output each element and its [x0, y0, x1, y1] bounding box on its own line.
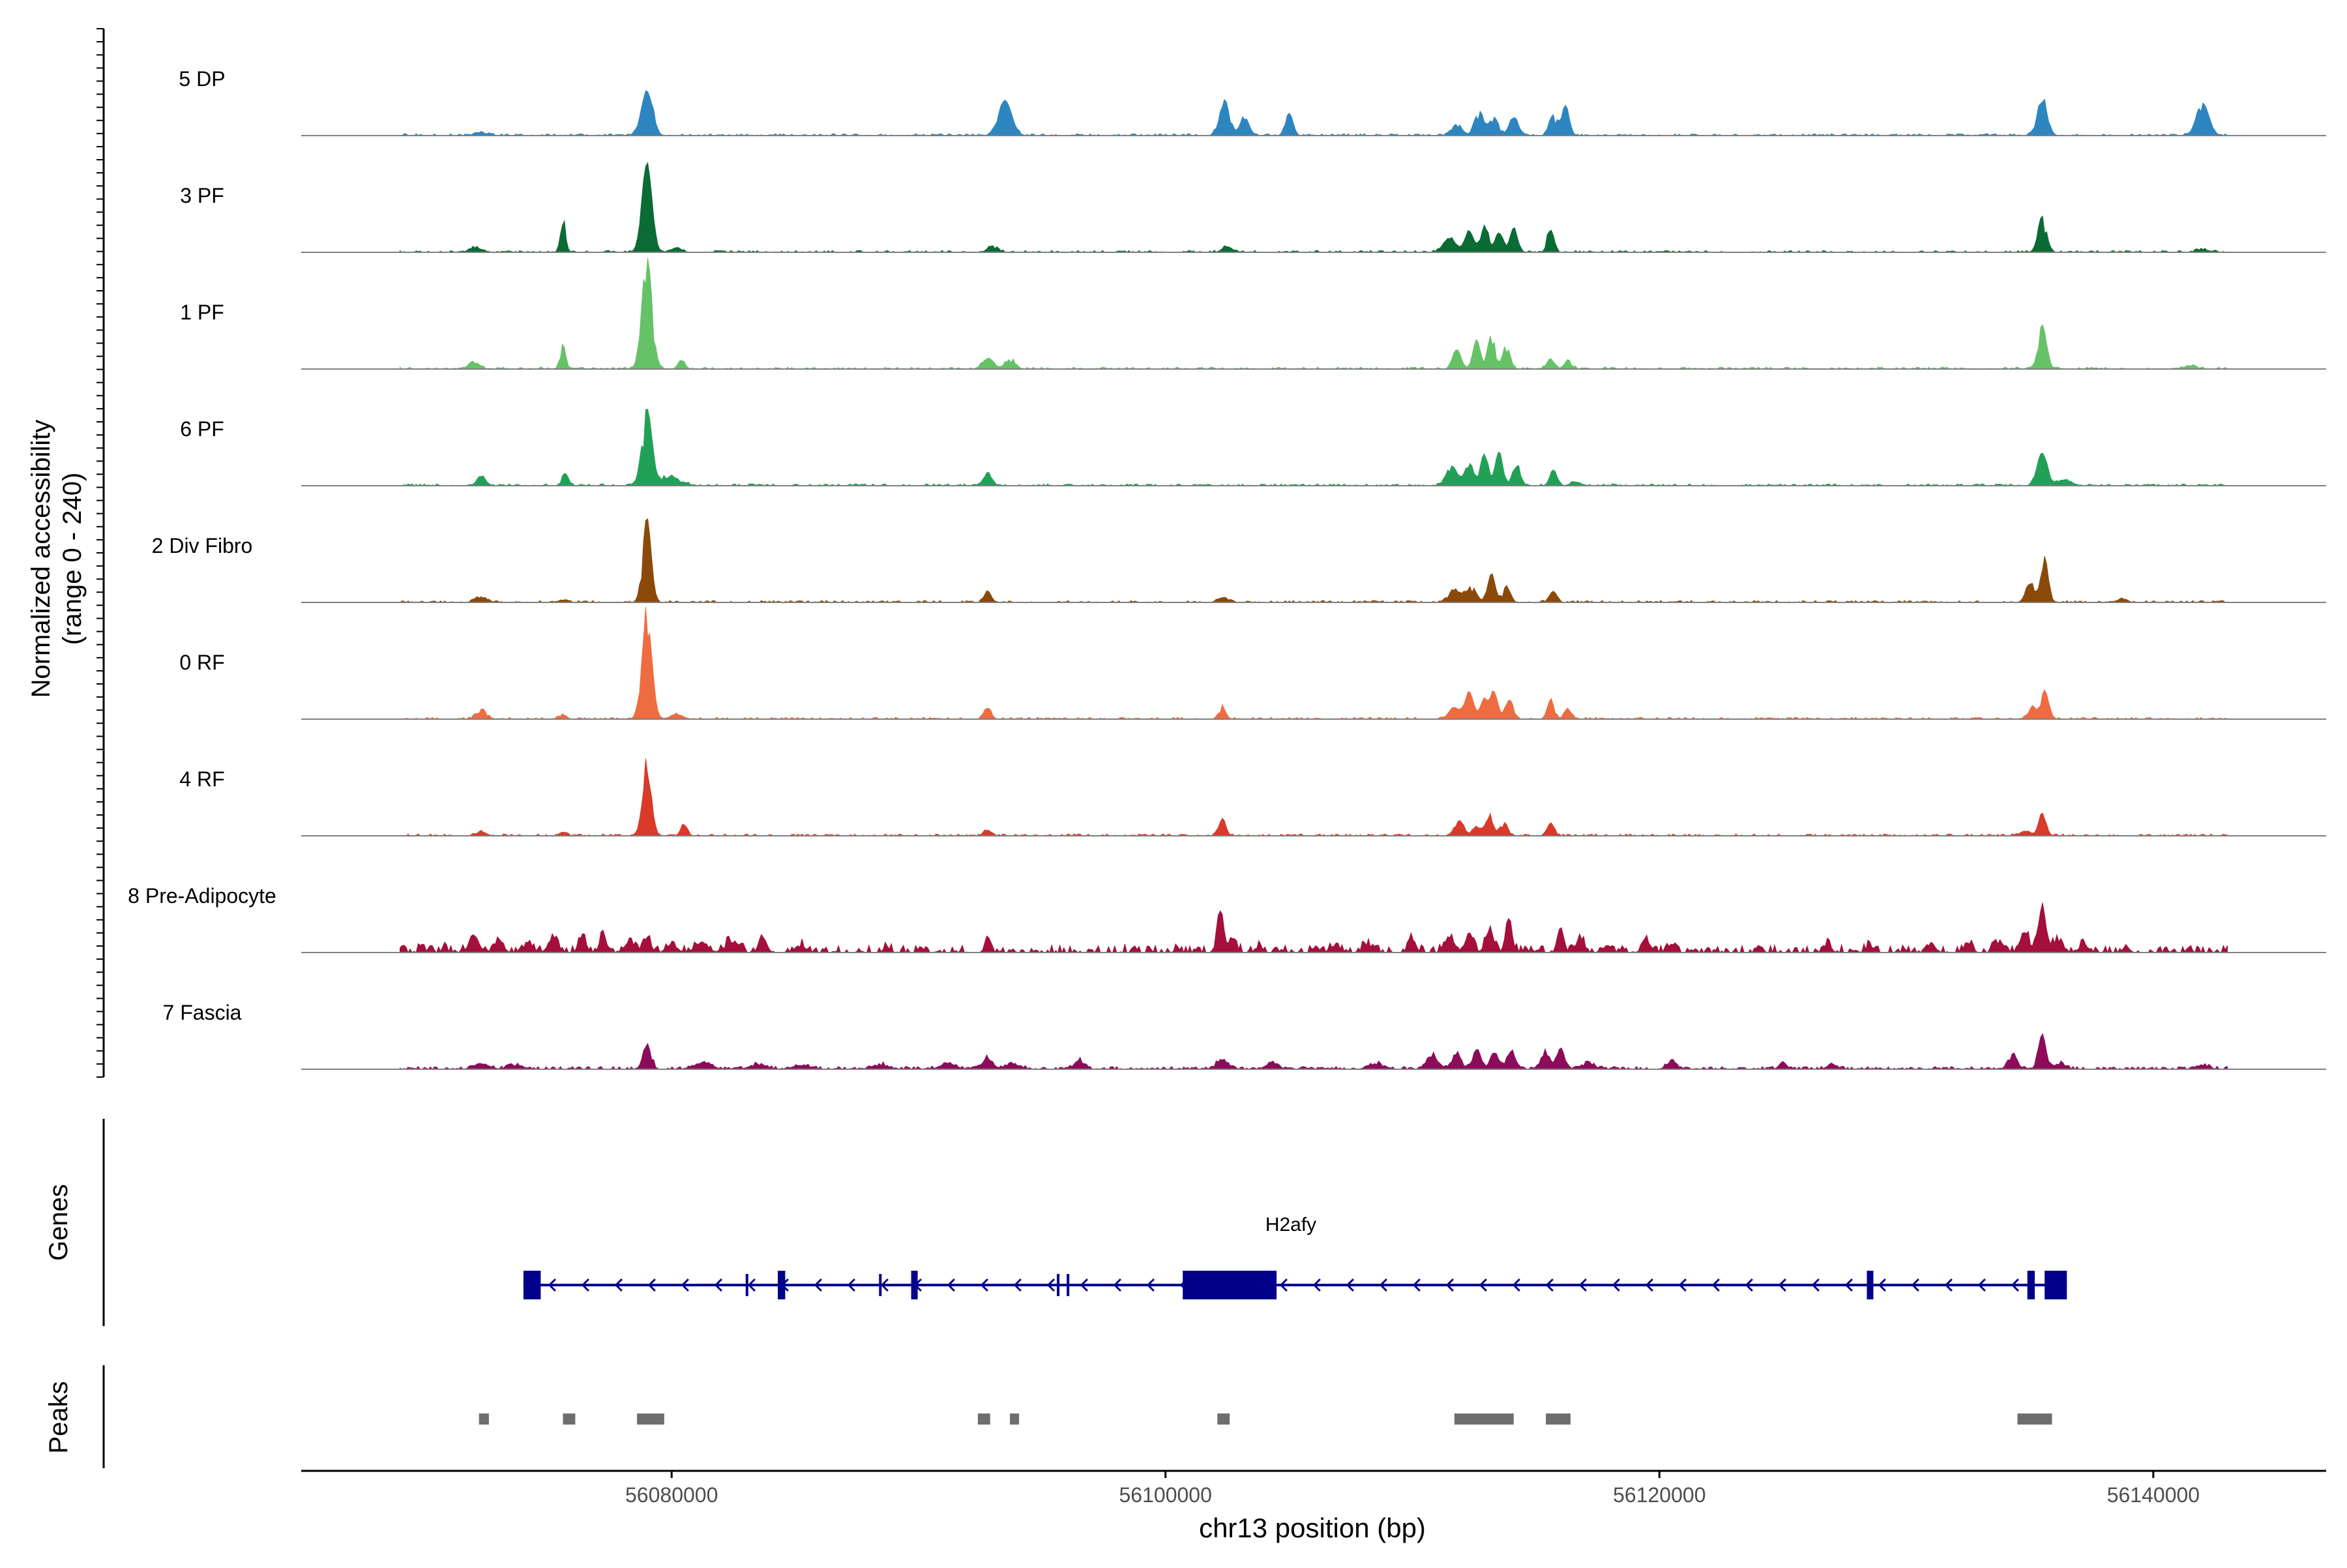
strand-chevron-icon — [1944, 1278, 1953, 1292]
strand-chevron-icon — [1578, 1278, 1587, 1292]
strand-chevron-icon — [1279, 1278, 1288, 1292]
strand-chevron-icon — [880, 1278, 889, 1292]
peak-regions — [479, 1413, 2052, 1425]
x-axis-label: chr13 position (bp) — [1199, 1513, 1426, 1543]
track-label-8-pre-adipocyte: 8 Pre-Adipocyte — [128, 884, 276, 908]
peak-region — [1454, 1413, 1514, 1425]
strand-chevron-icon — [1445, 1278, 1454, 1292]
gene-exon — [778, 1271, 786, 1299]
gene-exon — [2027, 1271, 2035, 1299]
strand-chevron-icon — [548, 1278, 556, 1292]
strand-chevron-icon — [1977, 1278, 1986, 1292]
track-0-rf: 0 RF — [179, 606, 2326, 720]
x-axis: 56080000 56100000 56120000 56140000 — [301, 1470, 2326, 1507]
strand-chevron-icon — [1346, 1278, 1354, 1292]
gene-name-label: H2afy — [1265, 1214, 1316, 1235]
strand-chevron-icon — [1911, 1278, 1919, 1292]
strand-chevron-icon — [1711, 1278, 1720, 1292]
strand-chevron-icon — [1844, 1278, 1853, 1292]
strand-chevron-icon — [747, 1278, 756, 1292]
strand-chevron-icon — [1745, 1278, 1753, 1292]
y-axis-label-line-2: (range 0 - 240) — [58, 473, 87, 645]
track-6-pf: 6 PF — [180, 408, 2326, 486]
coverage-area-8-pre-adipocyte — [400, 902, 2228, 954]
gene-exon — [745, 1274, 748, 1296]
x-tick-label: 56140000 — [2107, 1483, 2200, 1507]
peak-region — [479, 1413, 489, 1425]
strand-chevron-icon — [947, 1278, 955, 1292]
strand-chevron-icon — [1811, 1278, 1820, 1292]
strand-chevron-icon — [1312, 1278, 1321, 1292]
x-tick-label: 56080000 — [625, 1483, 718, 1507]
peak-region — [2017, 1413, 2052, 1425]
strand-chevron-icon — [980, 1278, 988, 1292]
strand-chevron-icon — [1013, 1278, 1022, 1292]
gene-exon — [523, 1271, 541, 1299]
peak-region — [563, 1413, 576, 1425]
strand-chevron-icon — [581, 1278, 589, 1292]
track-label-0-rf: 0 RF — [179, 651, 224, 674]
y-axis-label-line-1: Normalized accessibility — [27, 420, 55, 698]
track-3-pf: 3 PF — [180, 162, 2326, 253]
strand-chevron-icon — [1645, 1278, 1653, 1292]
strand-chevron-icon — [847, 1278, 855, 1292]
strand-chevron-icon — [1113, 1278, 1121, 1292]
gene-exon — [1057, 1274, 1060, 1296]
track-label-7-fascia: 7 Fascia — [163, 1001, 242, 1024]
strand-chevron-icon — [1545, 1278, 1554, 1292]
strand-chevron-icon — [714, 1278, 722, 1292]
strand-chevron-icon — [681, 1278, 689, 1292]
strand-chevron-icon — [814, 1278, 822, 1292]
track-7-fascia: 7 Fascia — [163, 1001, 2326, 1070]
gene-model-H2afy — [523, 1271, 2067, 1299]
track-label-5-dp: 5 DP — [179, 67, 225, 91]
peak-region — [1010, 1413, 1020, 1425]
peak-region — [977, 1413, 990, 1425]
track-label-4-rf: 4 RF — [179, 767, 224, 791]
track-label-6-pf: 6 PF — [180, 417, 224, 441]
peak-region — [1217, 1413, 1230, 1425]
x-tick-label: 56100000 — [1119, 1483, 1212, 1507]
track-5-dp: 5 DP — [179, 67, 2326, 136]
gene-exon — [2044, 1271, 2067, 1299]
gene-exon — [879, 1274, 882, 1296]
strand-chevron-icon — [647, 1278, 656, 1292]
gene-exon — [1867, 1271, 1874, 1299]
track-2-div-fibro: 2 Div Fibro — [152, 518, 2326, 603]
strand-chevron-icon — [1080, 1278, 1088, 1292]
strand-chevron-icon — [2011, 1278, 2019, 1292]
strand-chevron-icon — [1479, 1278, 1487, 1292]
track-1-pf: 1 PF — [180, 258, 2326, 370]
genes-panel-label: Genes — [44, 1184, 73, 1261]
strand-chevron-icon — [1146, 1278, 1155, 1292]
track-label-2-div-fibro: 2 Div Fibro — [152, 534, 253, 557]
peak-region — [637, 1413, 664, 1425]
strand-chevron-icon — [1512, 1278, 1520, 1292]
peak-region — [1546, 1413, 1571, 1425]
gene-exon — [911, 1271, 918, 1299]
peaks-panel-label: Peaks — [44, 1381, 73, 1453]
x-tick-label: 56120000 — [1613, 1483, 1705, 1507]
strand-chevron-icon — [1379, 1278, 1387, 1292]
track-label-3-pf: 3 PF — [180, 184, 224, 207]
strand-chevron-icon — [614, 1278, 623, 1292]
gene-exon — [1183, 1271, 1277, 1299]
strand-chevron-icon — [1678, 1278, 1687, 1292]
strand-chevron-icon — [1046, 1278, 1055, 1292]
coverage-tracks: 5 DP 3 PF 1 PF 6 PF 2 Div Fibro 0 RF 4 RF 8 Pre… — [96, 28, 2326, 1078]
strand-chevron-icon — [1778, 1278, 1786, 1292]
gene-exon — [1067, 1274, 1070, 1296]
track-4-rf: 4 RF — [179, 758, 2326, 836]
strand-chevron-icon — [1878, 1278, 1886, 1292]
track-8-pre-adipocyte: 8 Pre-Adipocyte — [128, 884, 2326, 954]
track-label-1-pf: 1 PF — [180, 301, 224, 324]
strand-chevron-icon — [1612, 1278, 1620, 1292]
strand-chevron-icon — [1412, 1278, 1421, 1292]
